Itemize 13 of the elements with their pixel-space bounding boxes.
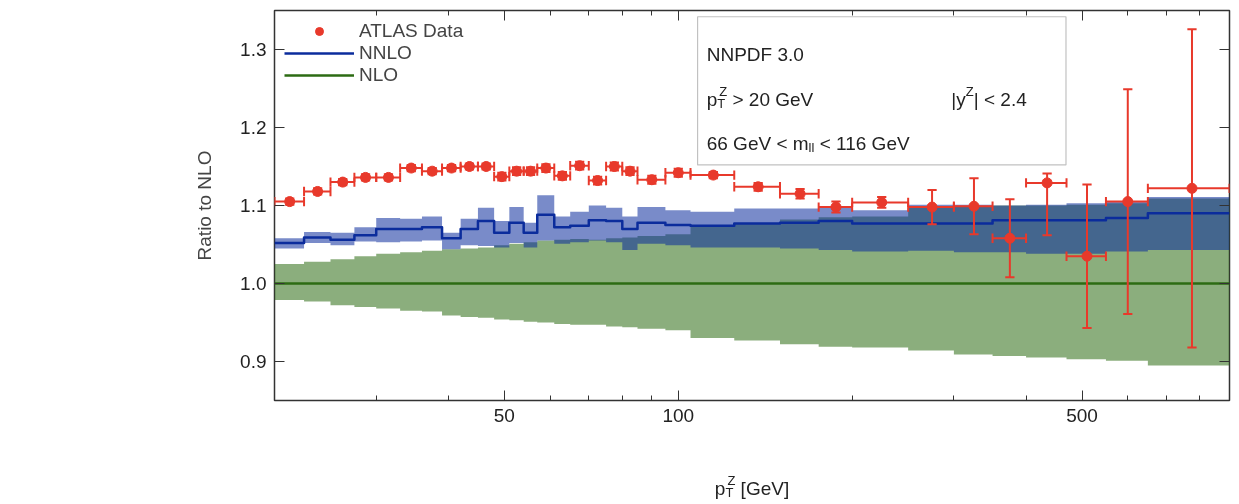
y-axis-title: Ratio to NLO [194,150,216,261]
legend-label: NNLO [359,42,412,64]
y-tick-label: 1.0 [240,273,267,294]
y-tick-label: 0.9 [240,351,267,372]
x-tick-label: 50 [493,404,515,426]
legend-label: ATLAS Data [359,20,464,42]
x-tick-label: 500 [1066,404,1098,426]
y-tick-label: 1.1 [240,195,267,216]
legend-label: NLO [359,64,399,86]
annotation: NNPDF 3.0 [706,44,804,66]
x-tick-label: 100 [662,404,695,426]
y-tick-label: 1.2 [240,117,267,138]
y-tick-label: 1.3 [240,39,267,60]
